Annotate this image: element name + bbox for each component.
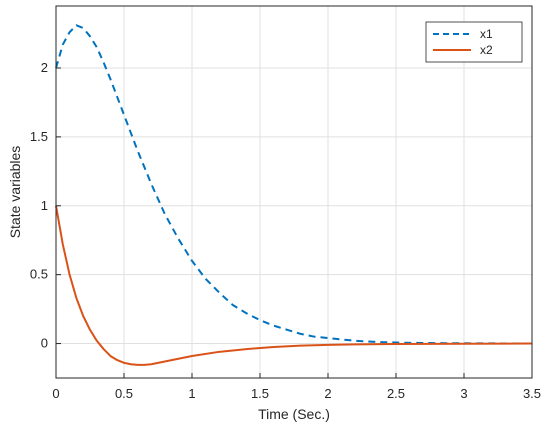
x-tick-label: 2 (324, 386, 331, 401)
x-tick-label: 3 (460, 386, 467, 401)
axis-ticks: 0 0.5 1 1.5 2 2.5 3 3.5 0 0.5 1 1.5 2 (30, 60, 541, 401)
grid (55, 6, 533, 378)
legend-label-x1: x1 (480, 27, 493, 41)
x-tick-label: 2.5 (387, 386, 405, 401)
plot-frame (55, 5, 533, 379)
y-axis-label: State variables (7, 146, 23, 239)
x-tick-label: 0.5 (115, 386, 133, 401)
y-tick-label: 2 (41, 60, 48, 75)
legend-label-x2: x2 (480, 43, 493, 57)
x-tick-label: 3.5 (523, 386, 541, 401)
y-tick-label: 0 (41, 336, 48, 351)
legend-box (425, 21, 523, 63)
x-tick-label: 0 (52, 386, 59, 401)
series-line-x2 (55, 205, 533, 366)
y-tick-label: 1.5 (30, 129, 48, 144)
y-tick-label: 1 (41, 198, 48, 213)
legend: x1 x2 (425, 21, 523, 63)
x-tick-label: 1.5 (251, 386, 269, 401)
series-lines (55, 24, 533, 366)
x-axis-label: Time (Sec.) (258, 406, 330, 422)
series-line-x1 (55, 24, 533, 345)
x-tick-label: 1 (188, 386, 195, 401)
y-tick-label: 0.5 (30, 267, 48, 282)
